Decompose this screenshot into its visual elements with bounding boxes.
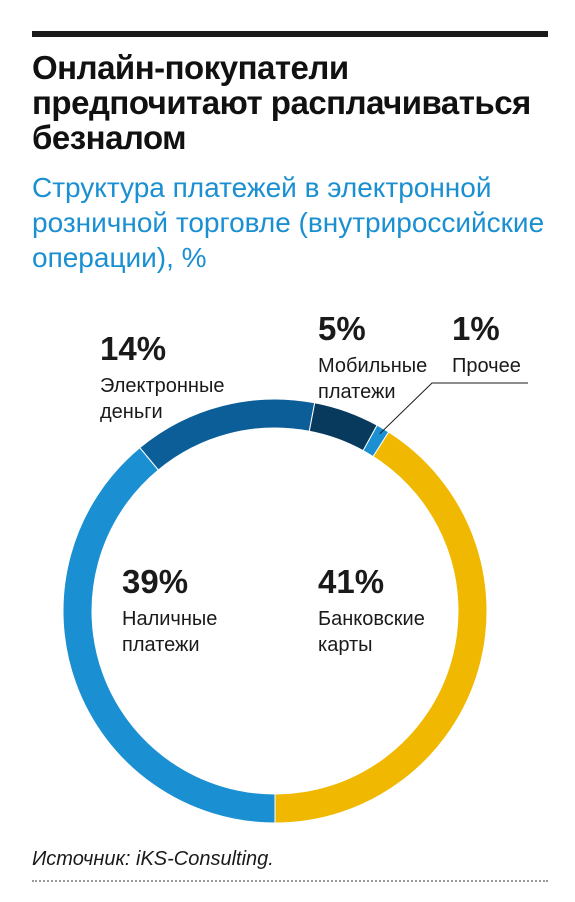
category-label-e-money: Электронные <box>100 375 224 397</box>
label-other: 1% Прочее <box>452 310 521 377</box>
slice-e-money <box>139 398 316 471</box>
slice-other <box>362 424 390 458</box>
donut-labels: 41% Банковские карты 39% Наличные платежи 14% Э… <box>100 310 528 656</box>
category-label-mobile-payments: Мобильные <box>318 355 427 377</box>
label-cash-payments: 39% Наличные платежи <box>122 563 217 656</box>
category-label-cash-payments: платежи <box>122 634 200 656</box>
value-label-other: 1% <box>452 310 500 347</box>
value-label-bank-cards: 41% <box>318 563 384 600</box>
category-label-bank-cards: карты <box>318 634 373 656</box>
leader-line-other <box>379 382 528 435</box>
value-label-e-money: 14% <box>100 330 166 367</box>
value-label-cash-payments: 39% <box>122 563 188 600</box>
category-label-other: Прочее <box>452 355 521 377</box>
top-rule <box>32 31 548 37</box>
value-label-mobile-payments: 5% <box>318 310 366 347</box>
bottom-rule <box>32 880 548 882</box>
category-label-mobile-payments: платежи <box>318 381 396 403</box>
label-bank-cards: 41% Банковские карты <box>318 563 425 656</box>
category-label-cash-payments: Наличные <box>122 608 217 630</box>
source-note: Источник: iKS-Consulting. <box>32 848 274 870</box>
chart-subtitle: Структура платежей в электронной розничн… <box>32 172 545 273</box>
chart-title: Онлайн-покупатели предпочитают расплачив… <box>32 49 531 156</box>
category-label-e-money: деньги <box>100 401 163 423</box>
label-mobile-payments: 5% Мобильные платежи <box>318 310 427 403</box>
slice-bank-cards <box>274 431 488 824</box>
category-label-bank-cards: Банковские <box>318 608 425 630</box>
label-e-money: 14% Электронные деньги <box>100 330 224 423</box>
donut-slices <box>62 398 488 824</box>
